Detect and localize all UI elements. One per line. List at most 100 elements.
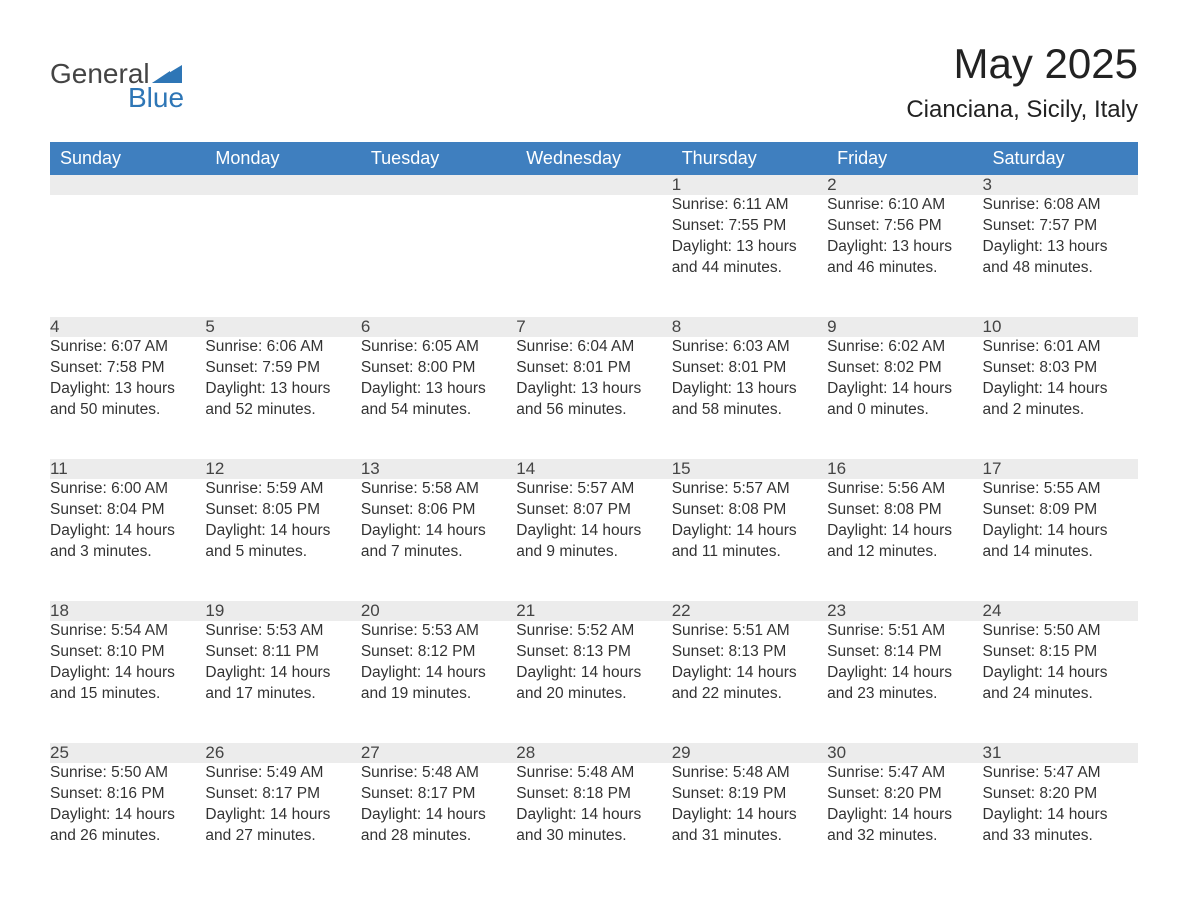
day-dl1: Daylight: 13 hours (50, 379, 205, 400)
day-number-cell: 11 (50, 459, 205, 479)
day-sunrise: Sunrise: 5:50 AM (983, 621, 1138, 642)
day-data-cell (50, 195, 205, 317)
day-sunrise: Sunrise: 6:01 AM (983, 337, 1138, 358)
day-sunrise: Sunrise: 5:55 AM (983, 479, 1138, 500)
day-dl1: Daylight: 14 hours (827, 521, 982, 542)
day-dl1: Daylight: 14 hours (50, 805, 205, 826)
day-sunset: Sunset: 8:11 PM (205, 642, 360, 663)
day-sunset: Sunset: 8:16 PM (50, 784, 205, 805)
weekday-header: Monday (205, 142, 360, 175)
day-sunrise: Sunrise: 6:11 AM (672, 195, 827, 216)
day-data-cell: Sunrise: 5:59 AMSunset: 8:05 PMDaylight:… (205, 479, 360, 601)
day-data-cell: Sunrise: 5:51 AMSunset: 8:14 PMDaylight:… (827, 621, 982, 743)
day-dl1: Daylight: 14 hours (983, 521, 1138, 542)
weekday-header: Wednesday (516, 142, 671, 175)
day-dl1: Daylight: 14 hours (205, 663, 360, 684)
day-data-cell: Sunrise: 5:52 AMSunset: 8:13 PMDaylight:… (516, 621, 671, 743)
day-number-cell: 6 (361, 317, 516, 337)
day-data-cell: Sunrise: 5:56 AMSunset: 8:08 PMDaylight:… (827, 479, 982, 601)
day-data-cell: Sunrise: 5:58 AMSunset: 8:06 PMDaylight:… (361, 479, 516, 601)
day-sunset: Sunset: 8:07 PM (516, 500, 671, 521)
day-dl2: and 0 minutes. (827, 400, 982, 421)
weekday-header: Saturday (983, 142, 1138, 175)
day-sunset: Sunset: 8:00 PM (361, 358, 516, 379)
day-sunset: Sunset: 8:10 PM (50, 642, 205, 663)
day-sunrise: Sunrise: 6:07 AM (50, 337, 205, 358)
day-dl2: and 44 minutes. (672, 258, 827, 279)
day-data-cell: Sunrise: 5:50 AMSunset: 8:15 PMDaylight:… (983, 621, 1138, 743)
day-sunrise: Sunrise: 5:56 AM (827, 479, 982, 500)
day-dl1: Daylight: 14 hours (361, 521, 516, 542)
day-sunset: Sunset: 8:09 PM (983, 500, 1138, 521)
day-sunrise: Sunrise: 6:08 AM (983, 195, 1138, 216)
day-sunset: Sunset: 8:20 PM (983, 784, 1138, 805)
day-sunset: Sunset: 7:56 PM (827, 216, 982, 237)
day-dl2: and 24 minutes. (983, 684, 1138, 705)
day-number-cell: 24 (983, 601, 1138, 621)
day-data-cell: Sunrise: 6:07 AMSunset: 7:58 PMDaylight:… (50, 337, 205, 459)
day-sunrise: Sunrise: 5:57 AM (672, 479, 827, 500)
day-data-cell: Sunrise: 6:01 AMSunset: 8:03 PMDaylight:… (983, 337, 1138, 459)
day-dl1: Daylight: 14 hours (983, 379, 1138, 400)
day-dl1: Daylight: 13 hours (672, 379, 827, 400)
day-sunrise: Sunrise: 6:02 AM (827, 337, 982, 358)
day-dl2: and 31 minutes. (672, 826, 827, 847)
day-sunset: Sunset: 7:58 PM (50, 358, 205, 379)
day-sunrise: Sunrise: 6:06 AM (205, 337, 360, 358)
day-number-cell: 17 (983, 459, 1138, 479)
day-sunrise: Sunrise: 6:10 AM (827, 195, 982, 216)
day-data-cell: Sunrise: 6:11 AMSunset: 7:55 PMDaylight:… (672, 195, 827, 317)
day-number-cell: 14 (516, 459, 671, 479)
weekday-header: Sunday (50, 142, 205, 175)
day-dl1: Daylight: 14 hours (827, 379, 982, 400)
day-data-cell: Sunrise: 5:54 AMSunset: 8:10 PMDaylight:… (50, 621, 205, 743)
day-number-cell (205, 175, 360, 195)
day-number-cell: 21 (516, 601, 671, 621)
day-sunrise: Sunrise: 5:49 AM (205, 763, 360, 784)
day-data-cell: Sunrise: 5:51 AMSunset: 8:13 PMDaylight:… (672, 621, 827, 743)
day-dl1: Daylight: 14 hours (672, 805, 827, 826)
day-number-cell: 25 (50, 743, 205, 763)
daynum-row: 18192021222324 (50, 601, 1138, 621)
day-dl2: and 46 minutes. (827, 258, 982, 279)
month-title: May 2025 (906, 40, 1138, 88)
day-number-cell: 3 (983, 175, 1138, 195)
day-sunset: Sunset: 8:02 PM (827, 358, 982, 379)
logo-text: General Blue (50, 60, 184, 112)
day-data-cell: Sunrise: 5:48 AMSunset: 8:17 PMDaylight:… (361, 763, 516, 885)
day-dl2: and 7 minutes. (361, 542, 516, 563)
day-sunrise: Sunrise: 5:52 AM (516, 621, 671, 642)
day-number-cell: 15 (672, 459, 827, 479)
day-sunrise: Sunrise: 5:54 AM (50, 621, 205, 642)
calendar-table: Sunday Monday Tuesday Wednesday Thursday… (50, 142, 1138, 885)
day-dl2: and 48 minutes. (983, 258, 1138, 279)
day-number-cell: 16 (827, 459, 982, 479)
day-dl2: and 30 minutes. (516, 826, 671, 847)
day-data-cell: Sunrise: 5:57 AMSunset: 8:07 PMDaylight:… (516, 479, 671, 601)
day-data-cell: Sunrise: 6:08 AMSunset: 7:57 PMDaylight:… (983, 195, 1138, 317)
day-sunset: Sunset: 8:12 PM (361, 642, 516, 663)
day-data-cell: Sunrise: 5:48 AMSunset: 8:19 PMDaylight:… (672, 763, 827, 885)
day-sunset: Sunset: 7:57 PM (983, 216, 1138, 237)
day-dl1: Daylight: 14 hours (983, 805, 1138, 826)
day-sunset: Sunset: 8:01 PM (516, 358, 671, 379)
day-dl2: and 26 minutes. (50, 826, 205, 847)
weekday-header: Tuesday (361, 142, 516, 175)
day-number-cell: 30 (827, 743, 982, 763)
day-sunrise: Sunrise: 6:05 AM (361, 337, 516, 358)
day-dl2: and 5 minutes. (205, 542, 360, 563)
page-header: General Blue May 2025 Cianciana, Sicily,… (50, 40, 1138, 124)
day-number-cell: 28 (516, 743, 671, 763)
day-sunset: Sunset: 8:13 PM (516, 642, 671, 663)
day-data-cell: Sunrise: 5:57 AMSunset: 8:08 PMDaylight:… (672, 479, 827, 601)
day-dl2: and 27 minutes. (205, 826, 360, 847)
day-dl2: and 9 minutes. (516, 542, 671, 563)
day-number-cell: 18 (50, 601, 205, 621)
day-dl2: and 15 minutes. (50, 684, 205, 705)
day-dl2: and 22 minutes. (672, 684, 827, 705)
day-dl1: Daylight: 14 hours (361, 663, 516, 684)
day-dl1: Daylight: 13 hours (361, 379, 516, 400)
day-sunset: Sunset: 8:18 PM (516, 784, 671, 805)
day-data-cell: Sunrise: 5:47 AMSunset: 8:20 PMDaylight:… (827, 763, 982, 885)
day-data-cell: Sunrise: 6:06 AMSunset: 7:59 PMDaylight:… (205, 337, 360, 459)
